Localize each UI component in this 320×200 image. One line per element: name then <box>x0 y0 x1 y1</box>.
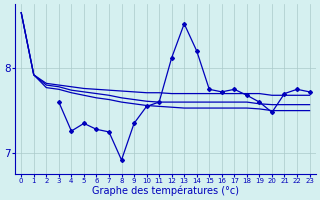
X-axis label: Graphe des températures (°c): Graphe des températures (°c) <box>92 185 239 196</box>
